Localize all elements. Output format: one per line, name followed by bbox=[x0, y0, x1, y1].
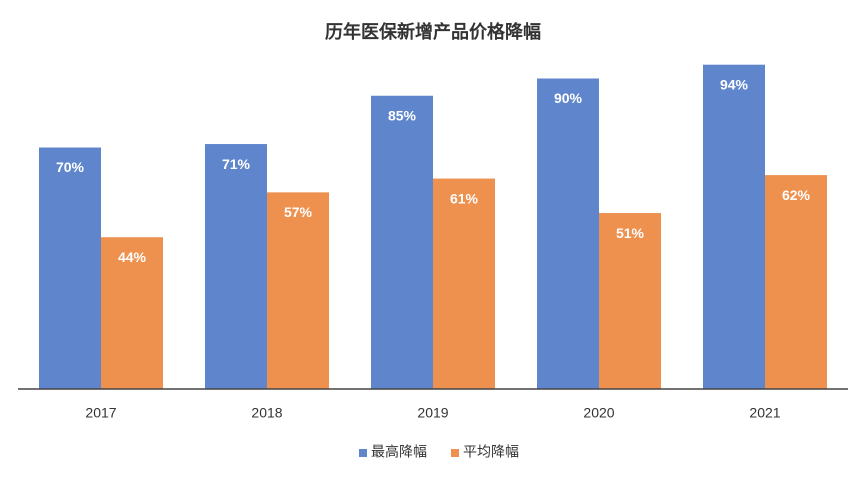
legend-swatch bbox=[359, 449, 367, 457]
legend-label: 最高降幅 bbox=[371, 444, 427, 460]
bar bbox=[599, 213, 661, 389]
bar bbox=[205, 144, 267, 389]
data-label: 51% bbox=[616, 225, 645, 241]
bar bbox=[101, 237, 163, 389]
bar bbox=[39, 147, 101, 389]
data-label: 85% bbox=[388, 107, 417, 123]
bar bbox=[537, 78, 599, 389]
legend-swatch bbox=[451, 449, 459, 457]
x-tick-label: 2020 bbox=[583, 405, 614, 421]
data-label: 70% bbox=[56, 159, 85, 175]
data-label: 90% bbox=[554, 90, 583, 106]
bar bbox=[703, 64, 765, 389]
data-label: 61% bbox=[450, 190, 479, 206]
bar bbox=[765, 175, 827, 389]
x-tick-label: 2018 bbox=[251, 405, 282, 421]
legend-label: 平均降幅 bbox=[463, 444, 519, 460]
x-tick-label: 2017 bbox=[85, 405, 116, 421]
x-tick-label: 2021 bbox=[749, 405, 780, 421]
data-label: 62% bbox=[782, 187, 811, 203]
bar bbox=[371, 95, 433, 389]
x-tick-label: 2019 bbox=[417, 405, 448, 421]
data-label: 94% bbox=[720, 76, 749, 92]
chart-title: 历年医保新增产品价格降幅 bbox=[325, 21, 541, 42]
data-label: 57% bbox=[284, 204, 313, 220]
data-label: 71% bbox=[222, 156, 251, 172]
bar bbox=[433, 178, 495, 389]
bar bbox=[267, 192, 329, 389]
data-label: 44% bbox=[118, 249, 147, 265]
